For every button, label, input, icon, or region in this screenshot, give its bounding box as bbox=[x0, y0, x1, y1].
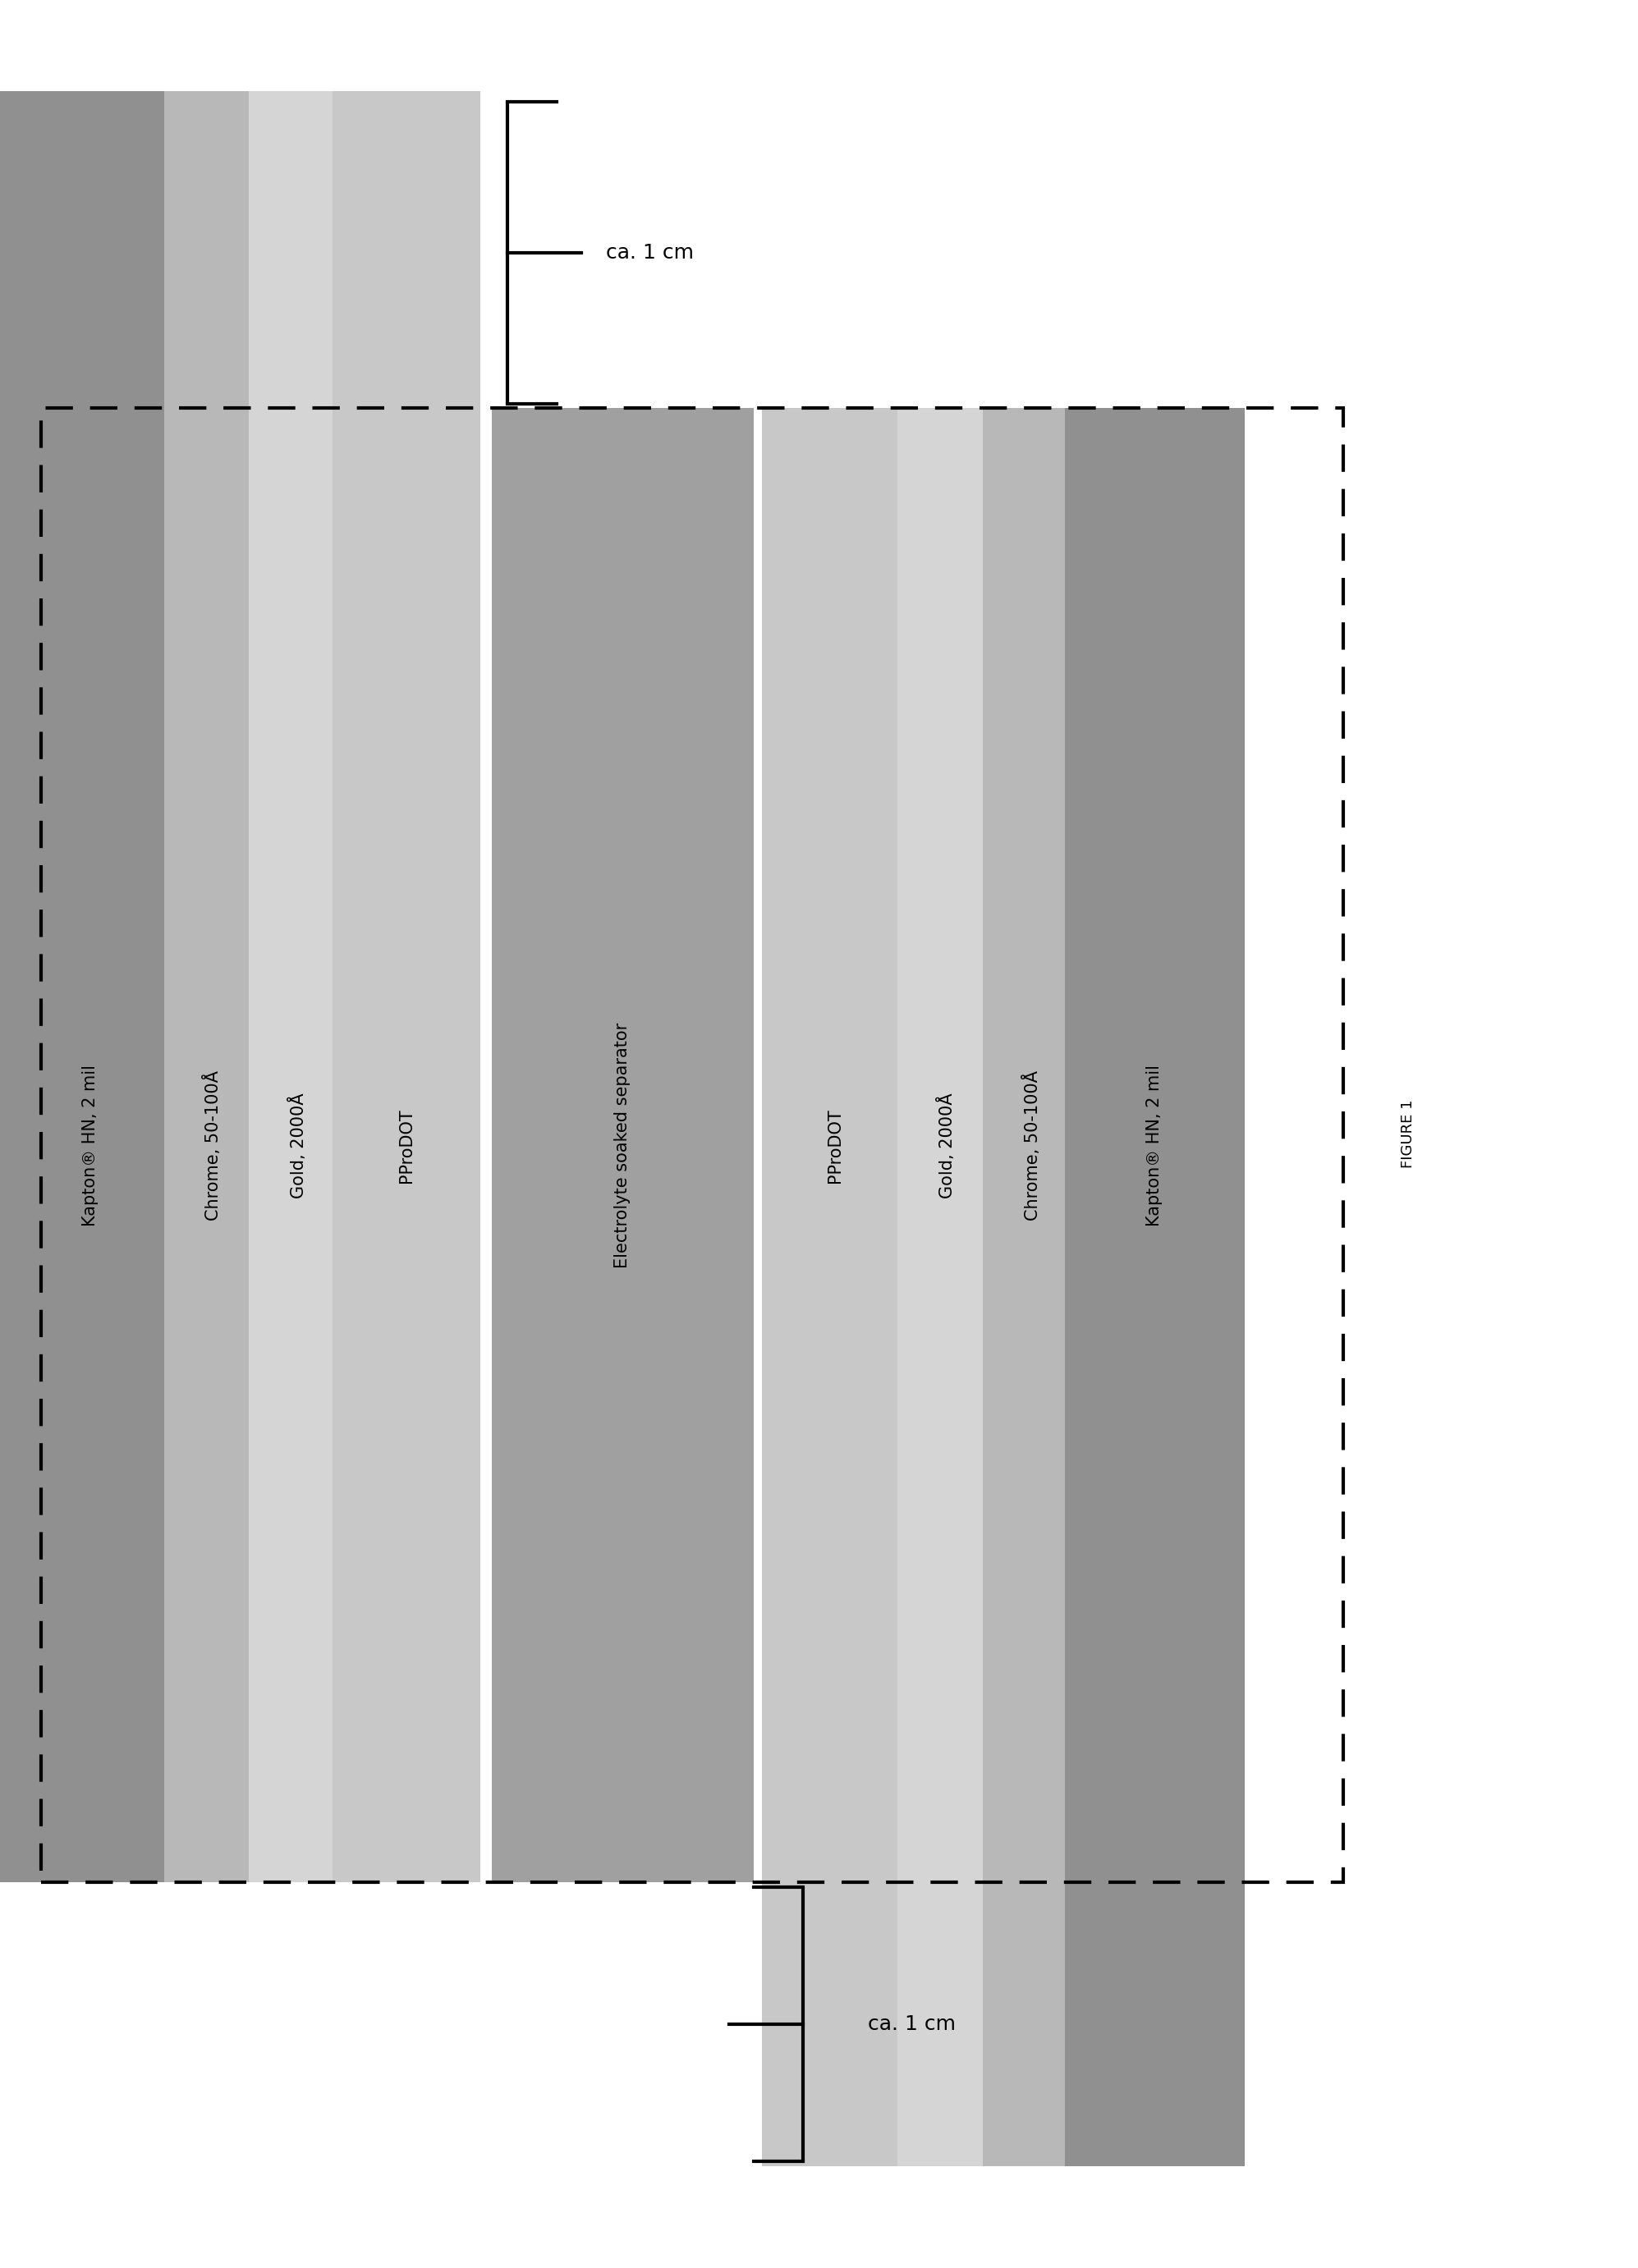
Text: Electrolyte soaked separator: Electrolyte soaked separator bbox=[614, 1023, 631, 1268]
Bar bbox=[762, 408, 909, 2166]
Text: PProDOT: PProDOT bbox=[827, 1109, 844, 1182]
Bar bbox=[491, 408, 753, 1882]
Bar bbox=[0, 91, 180, 1882]
Text: FIGURE 1: FIGURE 1 bbox=[1400, 1100, 1415, 1168]
Text: PProDOT: PProDOT bbox=[398, 1109, 414, 1182]
Text: Gold, 2000Å: Gold, 2000Å bbox=[288, 1093, 308, 1198]
Bar bbox=[333, 91, 480, 1882]
Bar bbox=[898, 408, 996, 2166]
Bar bbox=[41, 408, 1343, 1882]
Bar bbox=[1065, 408, 1245, 2166]
Text: Kapton® HN, 2 mil: Kapton® HN, 2 mil bbox=[82, 1064, 98, 1227]
Text: Chrome, 50-100Å: Chrome, 50-100Å bbox=[1022, 1070, 1042, 1220]
Bar bbox=[249, 91, 347, 1882]
Text: Chrome, 50-100Å: Chrome, 50-100Å bbox=[203, 1070, 223, 1220]
Bar bbox=[164, 91, 262, 1882]
Text: ca. 1 cm: ca. 1 cm bbox=[606, 243, 695, 263]
Text: Kapton® HN, 2 mil: Kapton® HN, 2 mil bbox=[1147, 1064, 1163, 1227]
Text: ca. 1 cm: ca. 1 cm bbox=[868, 2014, 957, 2034]
Text: Gold, 2000Å: Gold, 2000Å bbox=[937, 1093, 957, 1198]
Bar bbox=[983, 408, 1081, 2166]
